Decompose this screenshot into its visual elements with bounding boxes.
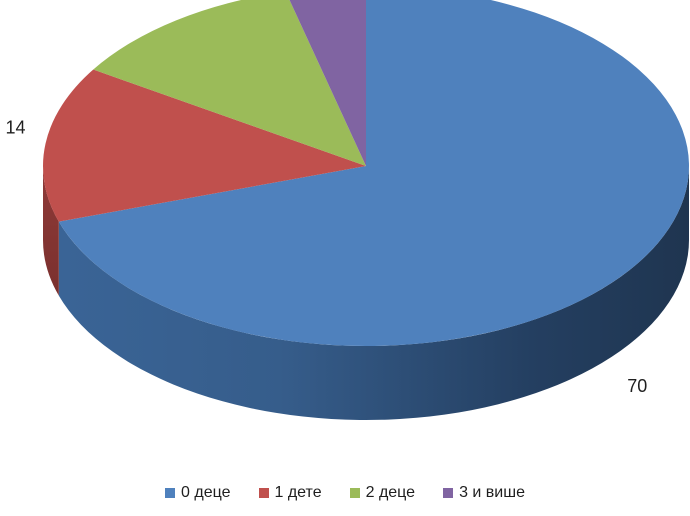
pie-slice-3	[93, 0, 366, 166]
legend-item-1: 0 деце	[165, 484, 231, 502]
pie-side-1	[58, 166, 690, 420]
pie-side-layer	[43, 166, 690, 420]
data-labels: 7014124	[6, 0, 648, 396]
legend-item-4: 3 и више	[443, 484, 525, 502]
legend-swatch-1	[165, 488, 176, 498]
pie-slice-2	[43, 69, 367, 222]
legend-label-4: 3 и више	[459, 484, 525, 501]
legend-label-1: 0 деце	[181, 484, 231, 501]
legend-swatch-2	[258, 488, 269, 498]
legend-swatch-3	[349, 488, 360, 498]
legend-item-2: 1 дете	[258, 484, 322, 502]
data-label-1: 70	[627, 376, 647, 396]
data-label-3: 12	[166, 0, 186, 2]
legend-item-3: 2 деце	[349, 484, 416, 502]
pie-top-layer	[43, 0, 689, 346]
pie-slice-4	[289, 0, 366, 166]
pie-slice-1	[58, 0, 689, 346]
legend-label-2: 1 дете	[274, 484, 322, 501]
data-label-2: 14	[6, 117, 26, 137]
legend-swatch-4	[443, 488, 454, 498]
legend: 0 деце 1 дете 2 деце 3 и више	[0, 484, 690, 502]
legend-label-3: 2 деце	[365, 484, 416, 501]
pie-side-2	[43, 166, 59, 296]
